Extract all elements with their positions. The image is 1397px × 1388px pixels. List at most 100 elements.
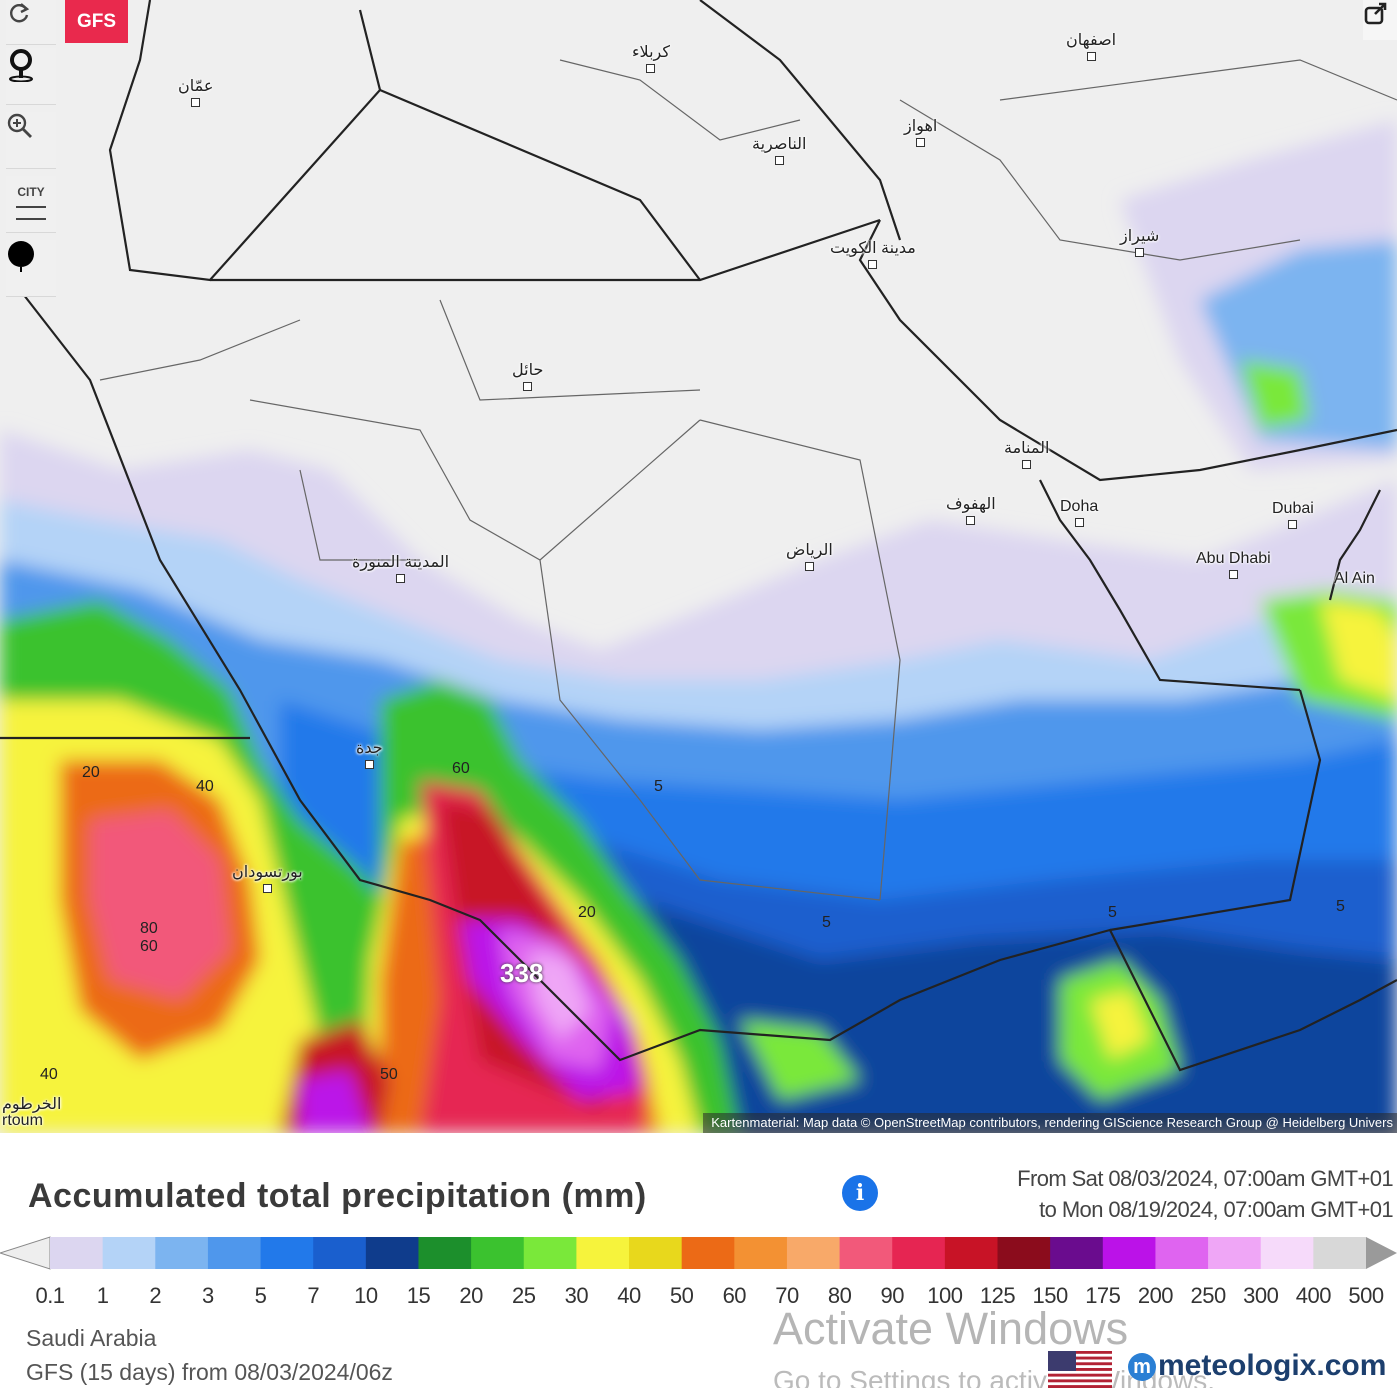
contour-label: 5 (654, 778, 663, 795)
scale-tick-label: 30 (564, 1283, 589, 1308)
city-hofuf[interactable]: الهفوف (946, 494, 996, 525)
location-pin-icon (9, 49, 33, 82)
scale-tick-label: 15 (406, 1283, 431, 1308)
range-to: to Mon 08/19/2024, 07:00am GMT+01 (1039, 1197, 1393, 1222)
city-al-ain[interactable]: Al Ain (1334, 570, 1375, 587)
scale-swatch (1050, 1237, 1104, 1269)
scale-tick-label: 5 (254, 1283, 267, 1308)
location-button[interactable] (6, 48, 56, 105)
us-flag-icon[interactable] (1048, 1351, 1112, 1388)
city-dubai[interactable]: Dubai (1272, 500, 1314, 529)
scale-tick-label: 40 (617, 1283, 641, 1308)
scale-tick-label: 90 (880, 1283, 904, 1308)
scale-tick-label: 60 (722, 1283, 747, 1308)
scale-swatch (260, 1237, 314, 1269)
city-khartoum[interactable]: الخرطوم (2, 1096, 62, 1113)
scale-tick-label: 400 (1295, 1283, 1332, 1308)
city-amman[interactable]: عمّان (178, 76, 213, 107)
scale-swatch (365, 1237, 419, 1269)
marker-icon (8, 241, 34, 272)
scale-tick-label: 175 (1085, 1283, 1121, 1308)
contour-label: 20 (578, 904, 596, 921)
windows-activation-watermark: Activate Windows (773, 1303, 1129, 1354)
peak-value-label: 338 (500, 958, 544, 988)
scale-swatch (102, 1237, 156, 1269)
scale-swatch (681, 1237, 735, 1269)
scale-swatch (1260, 1237, 1314, 1269)
city-ahvaz[interactable]: اهواز (904, 116, 937, 147)
contour-label: 50 (380, 1066, 398, 1083)
city-doha[interactable]: Doha (1060, 498, 1098, 527)
scale-tick-label: 2 (149, 1283, 162, 1308)
scale-tick-label: 0.1 (35, 1283, 65, 1308)
scale-swatch (418, 1237, 472, 1269)
scale-tick-label: 80 (827, 1283, 852, 1308)
scale-swatch (839, 1237, 893, 1269)
scale-swatch (313, 1237, 367, 1269)
scale-swatch (50, 1237, 104, 1269)
scale-swatch (629, 1237, 683, 1269)
time-range: From Sat 08/03/2024, 07:00am GMT+01 to M… (1017, 1163, 1393, 1225)
city-riyadh[interactable]: الرياض (786, 540, 833, 571)
share-button[interactable] (1363, 0, 1397, 40)
city-medina[interactable]: المدينة المنورة (352, 552, 449, 583)
scale-swatch (997, 1237, 1051, 1269)
scale-swatch (155, 1237, 209, 1269)
scale-tick-label: 100 (927, 1283, 963, 1308)
city-labels-icon: CITY (16, 186, 46, 222)
city-khartoum-latin[interactable]: rtoum (2, 1112, 43, 1129)
city-abu-dhabi[interactable]: Abu Dhabi (1196, 550, 1271, 579)
city-labels-button[interactable]: CITY (6, 176, 56, 233)
color-scale (0, 1236, 1397, 1270)
scale-tick-label: 500 (1348, 1283, 1384, 1308)
contour-label: 20 (82, 764, 100, 781)
contour-label: 5 (822, 914, 831, 931)
city-isfahan[interactable]: اصفهان (1066, 30, 1116, 61)
scale-swatch (892, 1237, 946, 1269)
scale-swatch (1102, 1237, 1156, 1269)
city-port-sudan[interactable]: بورتسودان (232, 862, 303, 893)
info-icon[interactable]: i (842, 1175, 878, 1211)
meteologix-logo[interactable]: m meteologix.com (1128, 1349, 1386, 1383)
zoom-icon (7, 113, 32, 138)
scale-tick-label: 70 (775, 1283, 799, 1308)
city-nasiriyah[interactable]: الناصرية (752, 134, 806, 165)
marker-button[interactable] (6, 240, 56, 297)
legend-title: Accumulated total precipitation (mm) (28, 1177, 647, 1215)
scale-swatch (523, 1237, 577, 1269)
contour-label: 40 (196, 778, 214, 795)
scale-tick-label: 25 (512, 1283, 536, 1308)
contour-label: 60 (140, 938, 158, 955)
scale-tick-label: 150 (1032, 1283, 1069, 1308)
city-shiraz[interactable]: شيراز (1120, 226, 1159, 257)
city-manama[interactable]: المنامة (1004, 438, 1049, 469)
scale-tick-label: 50 (669, 1283, 694, 1308)
scale-swatch (471, 1237, 525, 1269)
scale-swatch (734, 1237, 788, 1269)
color-scale-ticks: 0.1 1 2 3 5 7 10 15 20 25 30 40 50 60 70 80 90 100 125 150 1… (0, 1283, 1397, 1313)
zoom-button[interactable] (6, 112, 56, 169)
scale-tick-label: 1 (96, 1283, 109, 1308)
refresh-button[interactable] (6, 0, 56, 45)
scale-swatch (786, 1237, 841, 1269)
city-karbala[interactable]: كربلاء (632, 42, 670, 73)
scale-swatch (1313, 1237, 1367, 1269)
city-jeddah[interactable]: جدة (356, 738, 383, 769)
range-from: From Sat 08/03/2024, 07:00am GMT+01 (1017, 1166, 1393, 1191)
scale-tick-label: 125 (979, 1283, 1016, 1308)
map-attribution[interactable]: Kartenmaterial: Map data © OpenStreetMap… (703, 1113, 1397, 1133)
contour-label: 40 (40, 1066, 58, 1083)
scale-arrow-min (0, 1236, 51, 1270)
scale-arrow-max (1366, 1237, 1397, 1269)
precipitation-map[interactable]: الرياض المدينة المنورة جدة حائل مدينة ال… (0, 0, 1397, 1133)
city-kuwait[interactable]: مدينة الكويت (830, 238, 916, 269)
precipitation-field (0, 0, 1397, 1133)
model-badge[interactable]: GFS (65, 0, 128, 43)
region-label: Saudi Arabia (26, 1325, 157, 1351)
scale-swatch (207, 1237, 262, 1269)
contour-label: 80 (140, 920, 158, 937)
city-hail[interactable]: حائل (512, 360, 543, 391)
refresh-icon (10, 3, 30, 23)
scale-swatch (1208, 1237, 1262, 1269)
scale-tick-label: 250 (1190, 1283, 1226, 1308)
